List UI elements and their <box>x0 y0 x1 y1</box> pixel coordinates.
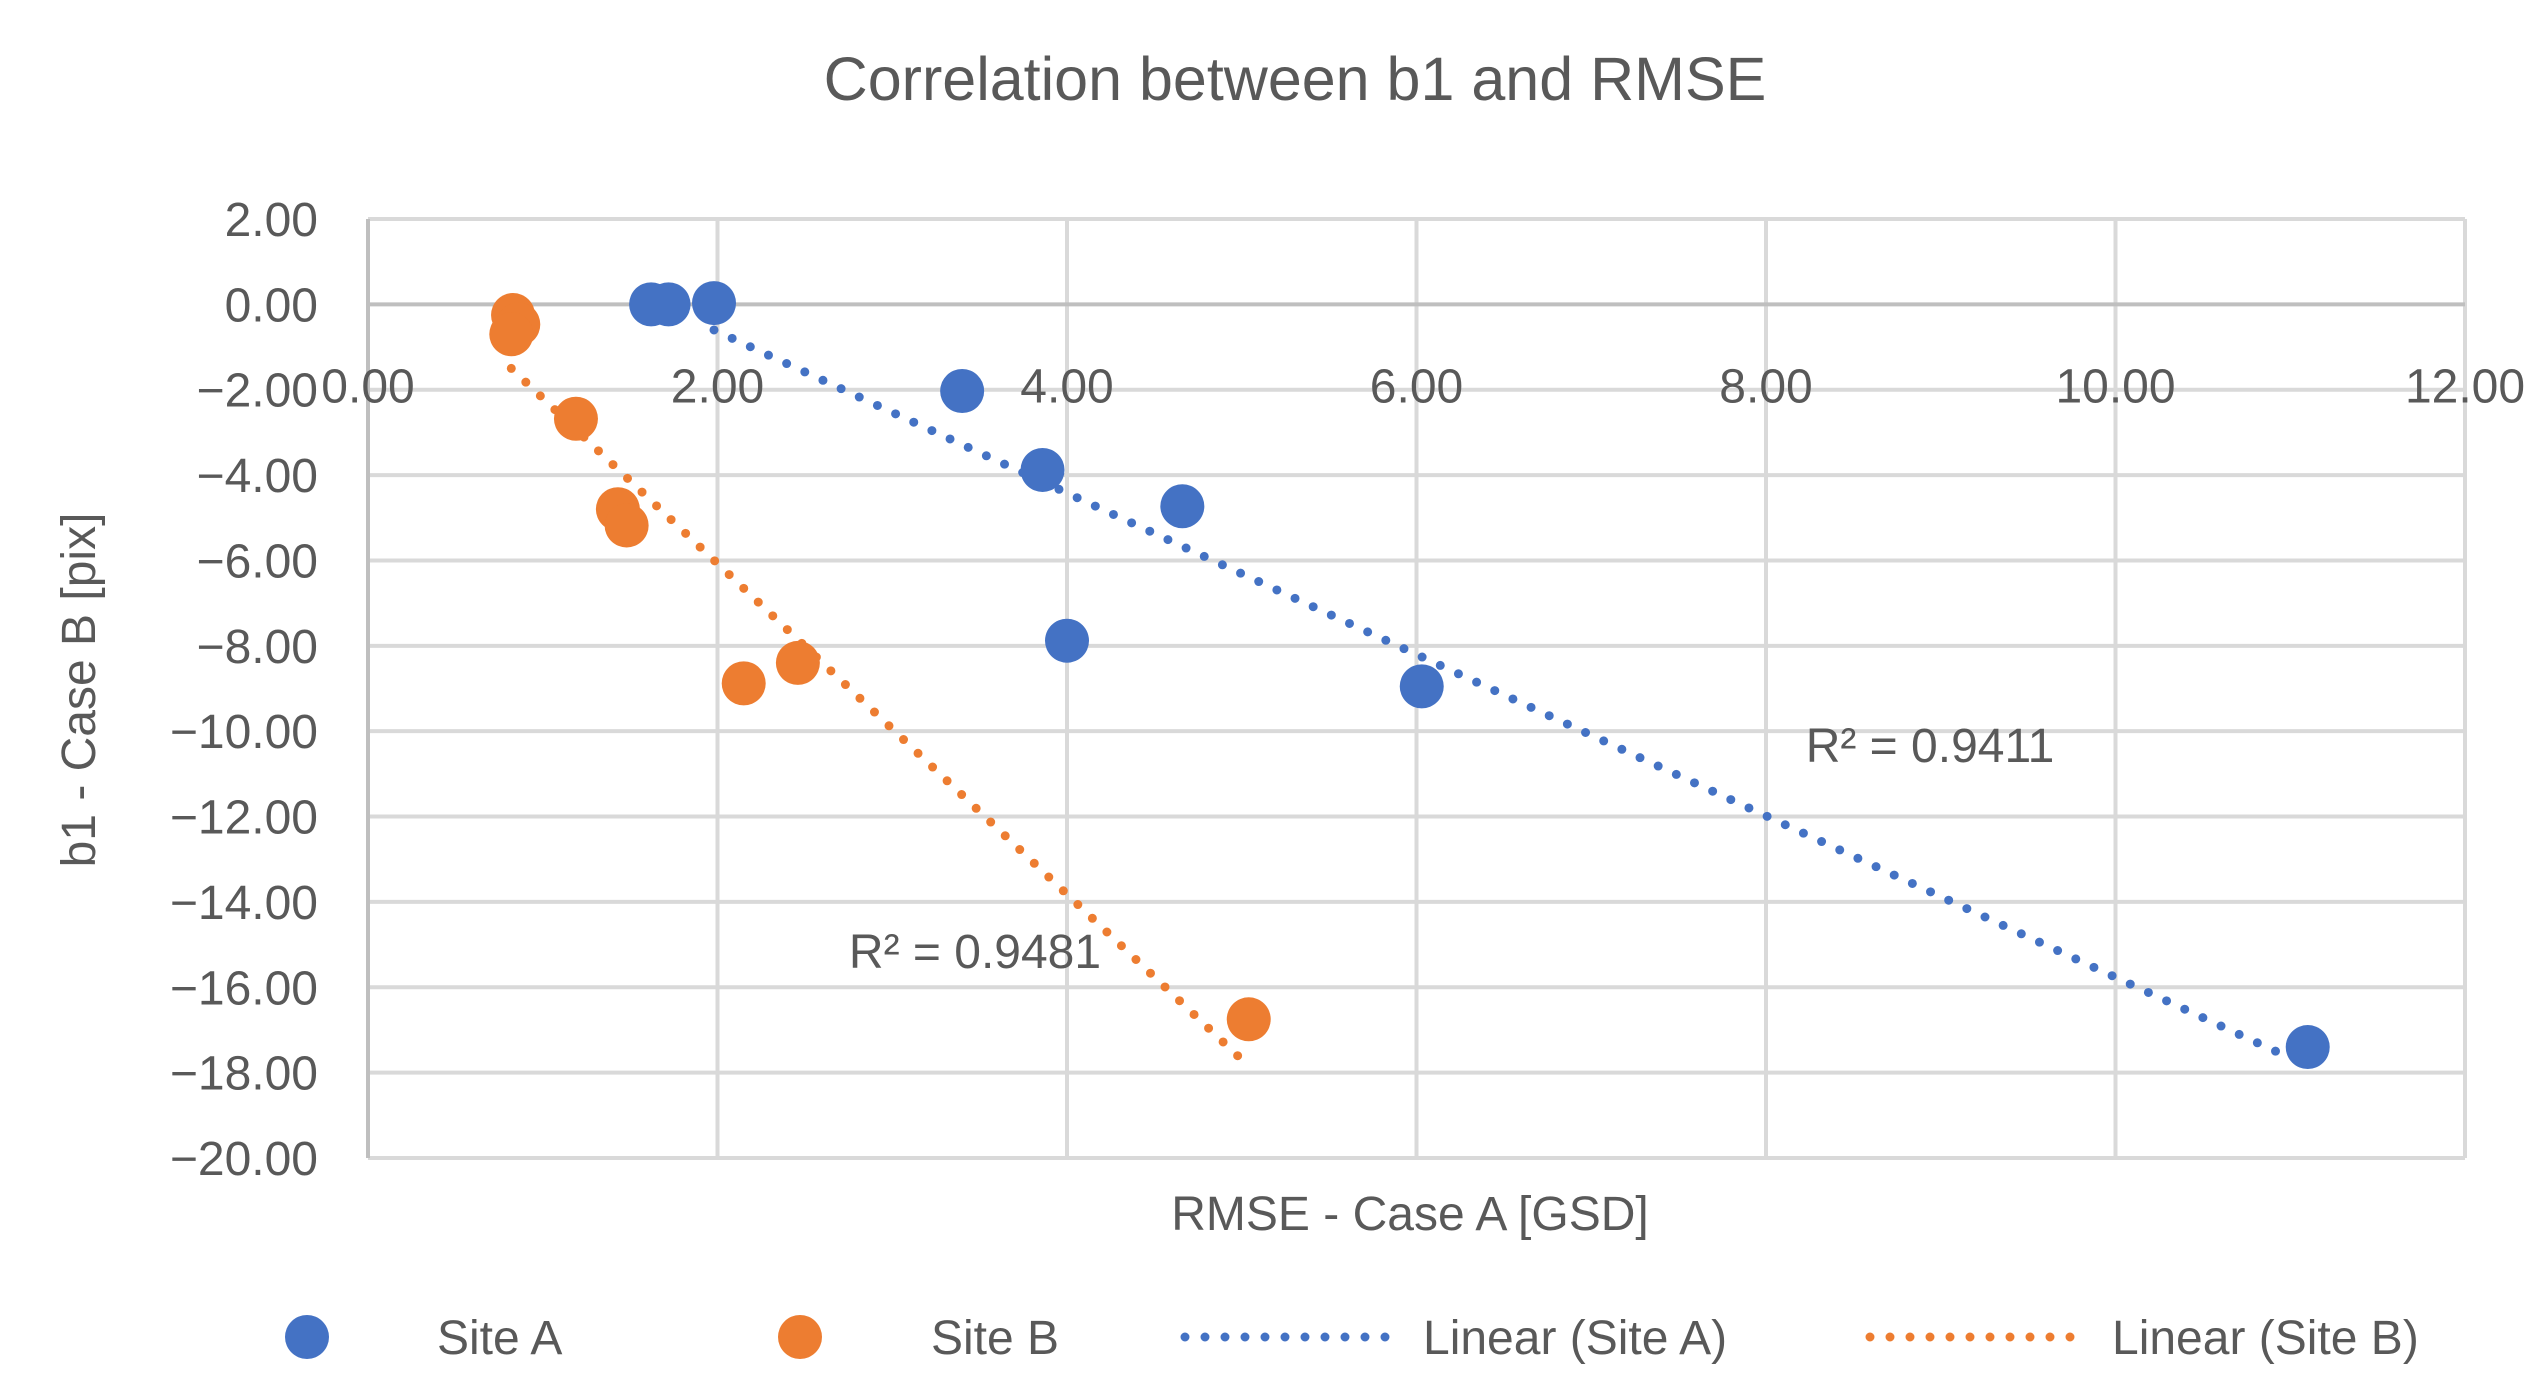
y-tick-label: −12.00 <box>170 792 318 845</box>
y-tick-label: 0.00 <box>225 279 318 332</box>
r2-label: R² = 0.9481 <box>849 926 1101 979</box>
x-axis-title: RMSE - Case A [GSD] <box>1171 1188 1648 1241</box>
y-tick-label: −14.00 <box>170 877 318 930</box>
x-tick-label: 4.00 <box>1020 360 1113 413</box>
data-point-site-a <box>1160 484 1205 529</box>
legend-marker <box>285 1315 329 1359</box>
x-tick-label: 10.00 <box>2055 360 2175 413</box>
data-point-site-a <box>1045 618 1089 663</box>
data-point-site-a <box>1020 447 1065 492</box>
x-tick-label: 8.00 <box>1719 360 1812 413</box>
x-tick-label: 12.00 <box>2405 360 2525 413</box>
y-tick-label: −6.00 <box>197 535 318 588</box>
data-point-site-b <box>489 312 534 357</box>
y-tick-label: −8.00 <box>197 621 318 674</box>
y-tick-label: −4.00 <box>197 450 318 503</box>
r2-label: R² = 0.9411 <box>1806 720 2055 773</box>
trendline-site-a <box>709 325 2290 1061</box>
y-tick-label: −2.00 <box>197 365 318 418</box>
legend-label: Linear (Site A) <box>1423 1312 1727 1365</box>
data-point-site-b <box>721 661 766 706</box>
data-points <box>489 281 2330 1070</box>
legend-label: Site B <box>931 1312 1059 1365</box>
data-point-site-b <box>1226 997 1271 1042</box>
legend-label: Site A <box>437 1312 562 1365</box>
data-point-site-b <box>775 640 820 685</box>
data-point-site-a <box>692 281 737 326</box>
y-tick-label: −16.00 <box>170 962 318 1015</box>
data-point-site-b <box>553 396 598 441</box>
y-axis-title: b1 - Case B [pix] <box>53 513 106 868</box>
r2-labels: R² = 0.9411 R² = 0.9481 <box>849 720 2054 979</box>
y-tick-label: 2.00 <box>225 194 318 247</box>
data-point-site-a <box>2285 1025 2330 1070</box>
x-tick-label: 6.00 <box>1370 360 1463 413</box>
chart-title: Correlation between b1 and RMSE <box>824 45 1767 113</box>
data-point-site-a <box>646 282 691 327</box>
y-tick-label: −18.00 <box>170 1048 318 1101</box>
data-point-site-b <box>604 503 649 548</box>
legend-label: Linear (Site B) <box>2112 1312 2419 1365</box>
data-point-site-a <box>1399 664 1444 709</box>
y-tick-label: −10.00 <box>170 706 318 759</box>
trendlines <box>506 325 2290 1071</box>
x-tick-label: 0.00 <box>321 360 414 413</box>
y-tick-label: −20.00 <box>170 1133 318 1186</box>
data-point-site-a <box>940 369 985 414</box>
legend: Site A Site B Linear (Site A) Linear (Site … <box>285 1312 2419 1365</box>
x-tick-label: 2.00 <box>671 360 764 413</box>
tick-labels: 2.000.00−2.00−4.00−6.00−8.00−10.00−12.00… <box>170 194 2525 1186</box>
legend-marker <box>778 1315 822 1359</box>
